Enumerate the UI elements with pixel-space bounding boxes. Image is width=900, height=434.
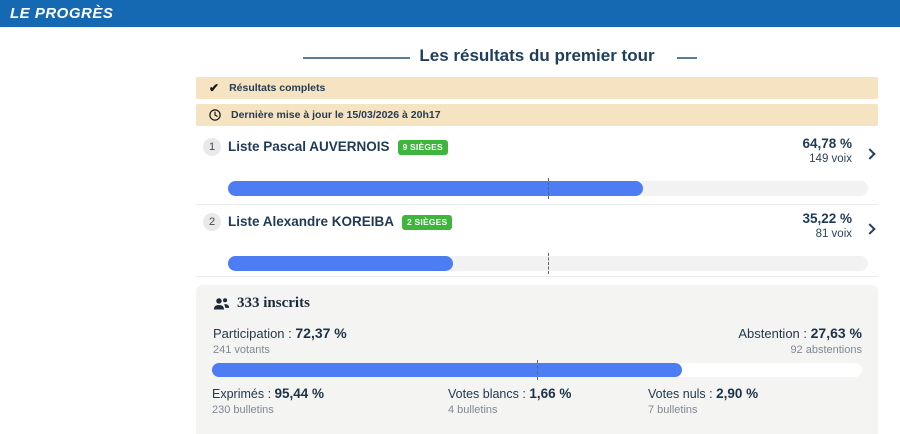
abstention-label: Abstention : xyxy=(738,326,811,341)
participation-bar-fill xyxy=(212,363,683,377)
page-title: Les résultats du premier tour xyxy=(419,46,655,65)
result-bar-fill xyxy=(228,256,454,271)
votes-nuls-sub: 7 bulletins xyxy=(648,404,698,416)
participation-sub: 241 votants xyxy=(213,344,270,356)
registered-voters-label: 333 inscrits xyxy=(237,295,310,311)
title-divider-left xyxy=(303,57,410,59)
participation-label: Participation : xyxy=(213,326,296,341)
exprimes-sub: 230 bulletins xyxy=(212,404,274,416)
candidate-result: 35,22 % 81 voix xyxy=(802,211,852,240)
candidate-percent: 35,22 % xyxy=(802,211,852,226)
result-bar-track xyxy=(228,253,868,274)
votes-blancs-block: Votes blancs : 1,66 % 4 bulletins xyxy=(448,386,571,416)
exprimes-label: Exprimés : xyxy=(212,387,275,401)
exprimes-value: 95,44 % xyxy=(274,386,325,401)
candidate-name-text: Liste Pascal AUVERNOIS xyxy=(228,139,390,154)
candidate-name: Liste Pascal AUVERNOIS 9 SIÈGES xyxy=(228,139,448,156)
check-icon: ✔ xyxy=(209,81,220,95)
registered-voters: 333 inscrits xyxy=(213,295,310,312)
seats-badge: 9 SIÈGES xyxy=(397,139,448,155)
abstention-line: Abstention : 27,63 % xyxy=(738,325,862,341)
votes-nuls-line: Votes nuls : 2,90 % xyxy=(648,386,758,401)
results-status-banner: ✔ Résultats complets xyxy=(196,77,878,99)
abstention-block: Abstention : 27,63 % 92 abstentions xyxy=(738,325,862,356)
candidate-result: 64,78 % 149 voix xyxy=(802,136,852,165)
turnout-panel: 333 inscrits Participation : 72,37 % 241… xyxy=(196,285,878,434)
rank-badge: 1 xyxy=(203,138,221,156)
participation-midpoint-marker xyxy=(537,360,538,380)
candidate-name-text: Liste Alexandre KOREIBA xyxy=(228,214,395,229)
result-bar-fill xyxy=(228,181,643,196)
candidate-votes: 149 voix xyxy=(809,153,852,165)
votes-nuls-block: Votes nuls : 2,90 % 7 bulletins xyxy=(648,386,758,416)
top-brand-bar: LE PROGRÈS xyxy=(0,0,900,27)
people-icon xyxy=(213,297,230,310)
rank-badge: 2 xyxy=(203,213,221,231)
abstention-sub: 92 abstentions xyxy=(790,344,862,356)
candidate-votes: 81 voix xyxy=(815,228,852,240)
votes-blancs-value: 1,66 % xyxy=(529,386,572,401)
title-divider-right xyxy=(677,57,697,59)
participation-block: Participation : 72,37 % 241 votants xyxy=(213,325,347,356)
candidate-row[interactable]: 2 Liste Alexandre KOREIBA 2 SIÈGES 35,22 … xyxy=(196,209,878,277)
candidate-name: Liste Alexandre KOREIBA 2 SIÈGES xyxy=(228,214,453,231)
votes-nuls-value: 2,90 % xyxy=(716,386,759,401)
majority-threshold-marker xyxy=(548,253,549,274)
result-bar-track xyxy=(228,178,868,199)
le-progres-logo[interactable]: LE PROGRÈS xyxy=(10,5,114,22)
abstention-value: 27,63 % xyxy=(810,325,862,341)
participation-line: Participation : 72,37 % xyxy=(213,325,347,341)
exprimes-line: Exprimés : 95,44 % xyxy=(212,386,324,401)
chevron-right-icon[interactable] xyxy=(864,223,876,235)
votes-blancs-sub: 4 bulletins xyxy=(448,404,498,416)
candidate-percent: 64,78 % xyxy=(802,136,852,151)
votes-blancs-label: Votes blancs : xyxy=(448,387,530,401)
votes-blancs-line: Votes blancs : 1,66 % xyxy=(448,386,571,401)
seats-badge: 2 SIÈGES xyxy=(402,214,453,230)
participation-value: 72,37 % xyxy=(295,325,347,341)
participation-bar-track xyxy=(212,360,862,380)
last-update-banner: Dernière mise à jour le 15/03/2026 à 20h… xyxy=(196,104,878,126)
clock-icon xyxy=(209,109,221,121)
chevron-right-icon[interactable] xyxy=(864,148,876,160)
results-status-label: Résultats complets xyxy=(229,82,326,94)
votes-nuls-label: Votes nuls : xyxy=(648,387,717,401)
candidate-row[interactable]: 1 Liste Pascal AUVERNOIS 9 SIÈGES 64,78 %… xyxy=(196,134,878,205)
majority-threshold-marker xyxy=(548,178,549,199)
last-update-label: Dernière mise à jour le 15/03/2026 à 20h… xyxy=(231,109,441,121)
exprimes-block: Exprimés : 95,44 % 230 bulletins xyxy=(212,386,324,416)
